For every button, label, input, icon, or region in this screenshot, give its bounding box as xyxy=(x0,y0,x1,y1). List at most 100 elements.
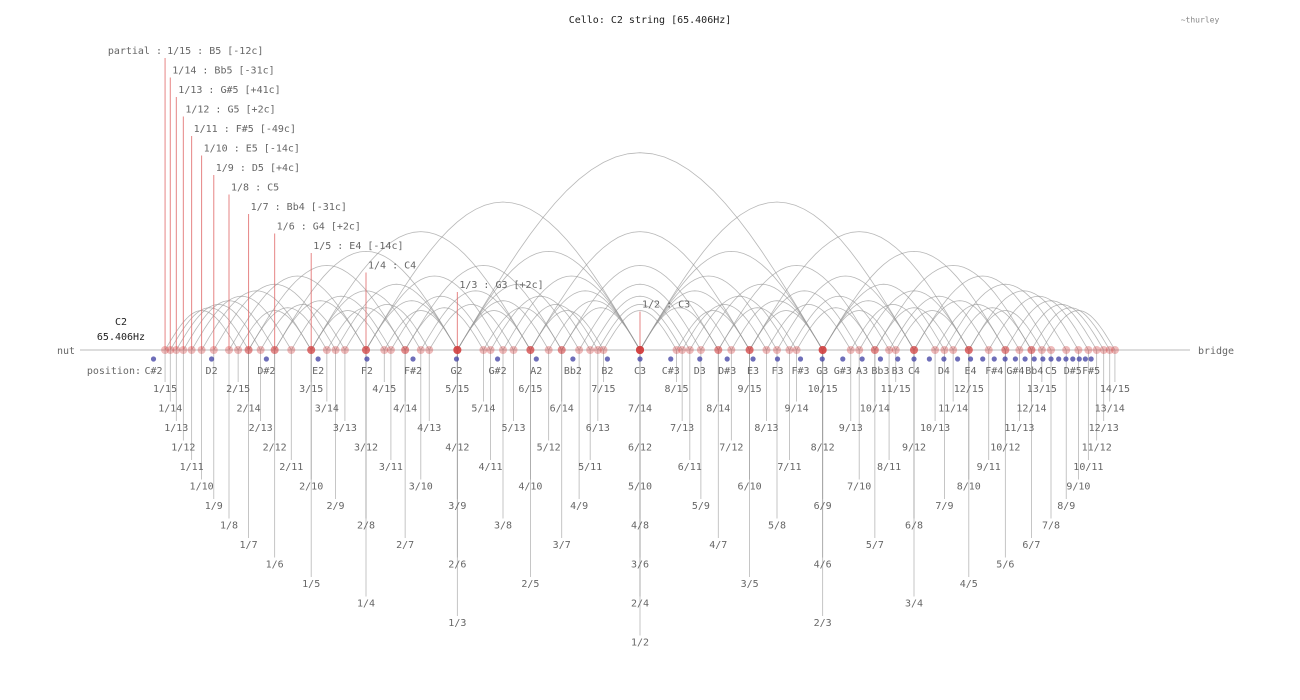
arc xyxy=(639,201,915,351)
node xyxy=(1062,346,1071,354)
fraction-label: 6/12 xyxy=(628,443,652,454)
node xyxy=(526,346,535,354)
arc xyxy=(561,265,719,351)
arc xyxy=(888,295,990,351)
arcs xyxy=(164,152,1116,351)
node xyxy=(745,346,754,354)
fraction-label: 7/11 xyxy=(777,462,801,473)
node xyxy=(870,346,879,354)
partial-label: 1/11 : F#5 [-49c] xyxy=(194,124,296,135)
fraction-label: 2/3 xyxy=(814,618,832,629)
fraction-label: 12/15 xyxy=(954,384,984,395)
fraction-label: 7/13 xyxy=(670,423,694,434)
node xyxy=(479,346,488,354)
arc xyxy=(290,295,392,351)
node xyxy=(386,346,395,354)
node xyxy=(910,346,918,354)
node xyxy=(696,346,705,354)
position-dot xyxy=(1012,356,1018,362)
fraction-label: 13/15 xyxy=(1027,384,1057,395)
arc xyxy=(530,231,750,351)
arc xyxy=(639,250,824,351)
node xyxy=(401,346,410,354)
node xyxy=(453,346,462,354)
arc xyxy=(1019,304,1105,351)
position-dot xyxy=(453,356,460,362)
fraction-label: 8/11 xyxy=(877,462,901,473)
arc xyxy=(681,304,767,351)
fraction-label: 3/5 xyxy=(741,579,759,590)
node xyxy=(949,346,958,354)
fraction-label: 10/15 xyxy=(808,384,838,395)
fraction-label: 2/12 xyxy=(263,443,287,454)
node xyxy=(161,346,170,354)
node xyxy=(1027,346,1036,354)
fraction-label: 7/9 xyxy=(935,501,953,512)
fraction-label: 3/7 xyxy=(553,540,571,551)
position-label: E3 xyxy=(747,366,759,377)
node xyxy=(1001,346,1010,354)
node xyxy=(557,346,566,354)
fraction-label: 14/15 xyxy=(1100,384,1130,395)
fraction-label: 3/4 xyxy=(905,599,923,610)
arc xyxy=(490,295,591,351)
arc xyxy=(310,231,531,351)
position-dot xyxy=(263,356,269,362)
fraction-label: 5/7 xyxy=(866,540,884,551)
node xyxy=(818,346,827,354)
fraction-label: 3/15 xyxy=(299,384,323,395)
node xyxy=(745,346,754,354)
position-label: F#3 xyxy=(791,366,809,377)
fraction-label: 11/14 xyxy=(938,404,968,415)
partial-label: 1/6 : G4 [+2c] xyxy=(277,222,361,233)
position-label: E2 xyxy=(312,366,324,377)
node xyxy=(636,346,644,354)
arc xyxy=(456,152,824,351)
node xyxy=(416,346,425,354)
position-label: D2 xyxy=(206,366,218,377)
position-label: C3 xyxy=(634,366,646,377)
fraction-label: 4/15 xyxy=(372,384,396,395)
fraction-label: 6/11 xyxy=(678,462,702,473)
arc xyxy=(578,283,702,351)
node xyxy=(380,346,389,354)
position-dot xyxy=(604,356,611,362)
fraction-label: 1/14 xyxy=(158,404,182,415)
node xyxy=(209,346,218,354)
fraction-label: 8/15 xyxy=(664,384,688,395)
fraction-label: 8/10 xyxy=(957,482,981,493)
node xyxy=(870,346,879,354)
node xyxy=(636,346,644,354)
position-dot xyxy=(926,356,932,362)
position-dot xyxy=(1031,356,1037,362)
position-dot xyxy=(1082,356,1088,362)
node xyxy=(846,346,855,354)
position-dot xyxy=(967,356,974,362)
fraction-label: 7/8 xyxy=(1042,521,1060,532)
fraction-label: 10/13 xyxy=(920,423,950,434)
fraction-label: 4/8 xyxy=(631,521,649,532)
fraction-label: 4/14 xyxy=(393,404,417,415)
nut-label: nut xyxy=(57,346,75,357)
position-dot xyxy=(1063,356,1069,362)
node xyxy=(362,346,370,354)
partial-label: 1/12 : G5 [+2c] xyxy=(185,105,275,116)
position-label: Bb3 xyxy=(871,366,889,377)
node xyxy=(453,346,462,354)
node xyxy=(1037,346,1046,354)
partial-label: 1/3 : G3 [+2c] xyxy=(459,280,543,291)
open-note: C2 xyxy=(115,317,127,328)
fraction-label: 2/13 xyxy=(249,423,273,434)
open-frequency: 65.406Hz xyxy=(97,332,145,343)
position-dot xyxy=(941,356,947,362)
fraction-label: 1/8 xyxy=(220,521,238,532)
position-dot xyxy=(570,356,576,362)
fraction-label: 8/13 xyxy=(754,423,778,434)
node xyxy=(544,346,553,354)
arc xyxy=(850,304,936,351)
node xyxy=(1110,346,1119,354)
position-dot xyxy=(637,356,643,362)
fraction-label: 5/10 xyxy=(628,482,652,493)
node xyxy=(1015,346,1024,354)
node xyxy=(636,346,644,354)
